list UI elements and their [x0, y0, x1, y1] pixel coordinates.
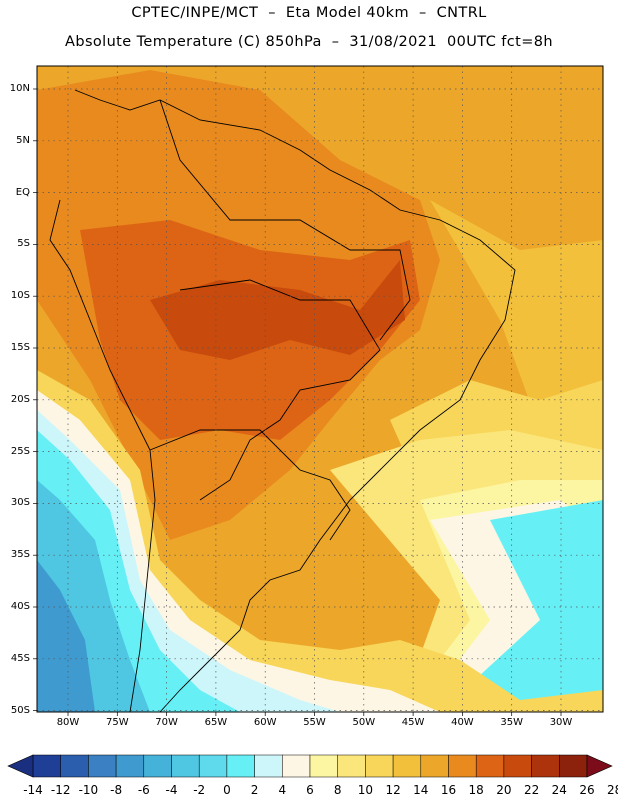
colorbar-cell: [88, 754, 117, 778]
colorbar-cell: [503, 754, 532, 778]
map-title-line2: Absolute Temperature (C) 850hPa – 31/08/…: [65, 34, 553, 50]
colorbar-label: 22: [523, 783, 540, 797]
colorbar-cell: [115, 754, 145, 778]
temperature-field: [37, 66, 603, 712]
colorbar-cell: [337, 754, 366, 778]
colorbar-cell: [531, 754, 560, 778]
colorbar: [7, 754, 613, 778]
colorbar-label: 20: [496, 783, 512, 797]
lat-label: 10S: [10, 290, 30, 302]
colorbar-cell: [60, 754, 89, 778]
colorbar-label: 14: [413, 783, 429, 797]
colorbar-label: -4: [165, 783, 178, 797]
colorbar-cell: [198, 754, 228, 778]
field-minus2-south: [37, 560, 95, 712]
brazil-west-border: [179, 279, 381, 501]
argentina-border: [149, 429, 351, 541]
colorbar-label: 16: [440, 783, 457, 797]
lat-label: 40S: [10, 601, 30, 612]
colorbar-cell: [171, 754, 200, 778]
lon-label: 65W: [204, 717, 228, 728]
colorbar-label: 6: [306, 783, 314, 797]
colorbar-label: 28: [607, 783, 618, 797]
colorbar-cell: [254, 754, 283, 778]
lat-label: 5N: [16, 134, 30, 146]
lat-label: 5S: [17, 238, 30, 250]
lon-label: 45W: [401, 717, 425, 728]
colorbar-label: -10: [78, 783, 99, 797]
lon-label: 60W: [253, 717, 277, 728]
lat-label: 45S: [10, 652, 30, 664]
lat-label: 35S: [10, 549, 30, 561]
colorbar-cell: [309, 754, 338, 778]
west-coastline: [49, 199, 156, 712]
brazil-north-border: [159, 99, 411, 341]
colorbar-cell: [32, 754, 61, 778]
lat-label: 15S: [10, 342, 30, 353]
colorbar-cell: [559, 754, 588, 778]
lon-label: 35W: [500, 717, 523, 728]
lon-label: 55W: [303, 717, 326, 728]
map-title-line1: CPTEC/INPE/MCT – Eta Model 40km – CNTRL: [131, 5, 487, 21]
colorbar-cell: [420, 754, 449, 778]
lat-label: EQ: [15, 186, 30, 198]
east-coastline: [74, 89, 516, 712]
colorbar-cell: [475, 754, 505, 778]
colorbar-label: 10: [357, 783, 374, 797]
lon-label: 50W: [352, 717, 376, 728]
lat-label: 10N: [9, 83, 30, 94]
lon-label: 30W: [549, 717, 573, 728]
colorbar-label: 26: [579, 783, 595, 797]
colorbar-label: -6: [137, 783, 150, 797]
colorbar-label: -8: [110, 783, 123, 797]
coastlines-borders: [49, 89, 516, 712]
lat-label: 25S: [10, 445, 30, 457]
colorbar-label: 24: [551, 783, 567, 797]
lon-label: 70W: [155, 717, 178, 728]
colorbar-label: 2: [250, 783, 259, 797]
colorbar-label: 18: [468, 783, 484, 797]
lon-label: 80W: [56, 717, 80, 728]
colorbar-cell: [282, 754, 311, 778]
lon-label: 75W: [105, 717, 129, 728]
colorbar-cell: [448, 754, 477, 778]
colorbar-label: -14: [23, 783, 43, 797]
colorbar-label: 12: [385, 783, 401, 797]
colorbar-label: -2: [193, 783, 206, 797]
lat-label: 20S: [10, 393, 30, 405]
colorbar-label: 4: [278, 783, 287, 797]
colorbar-cell: [226, 754, 255, 778]
field-2-4-east: [440, 500, 603, 712]
colorbar-cell: [392, 754, 422, 778]
plot-frame: [36, 65, 604, 713]
colorbar-cell: [365, 754, 394, 778]
lat-lon-grid: [33, 66, 603, 716]
colorbar-label: 0: [223, 783, 231, 797]
lat-label: 50S: [10, 704, 30, 716]
lat-label: 30S: [10, 497, 30, 509]
lon-label: 40W: [451, 717, 474, 728]
colorbar-over-arrow: [586, 754, 613, 778]
colorbar-label: -12: [50, 783, 71, 797]
colorbar-cell: [143, 754, 172, 778]
colorbar-label: 8: [333, 783, 342, 797]
colorbar-under-arrow: [7, 754, 34, 778]
